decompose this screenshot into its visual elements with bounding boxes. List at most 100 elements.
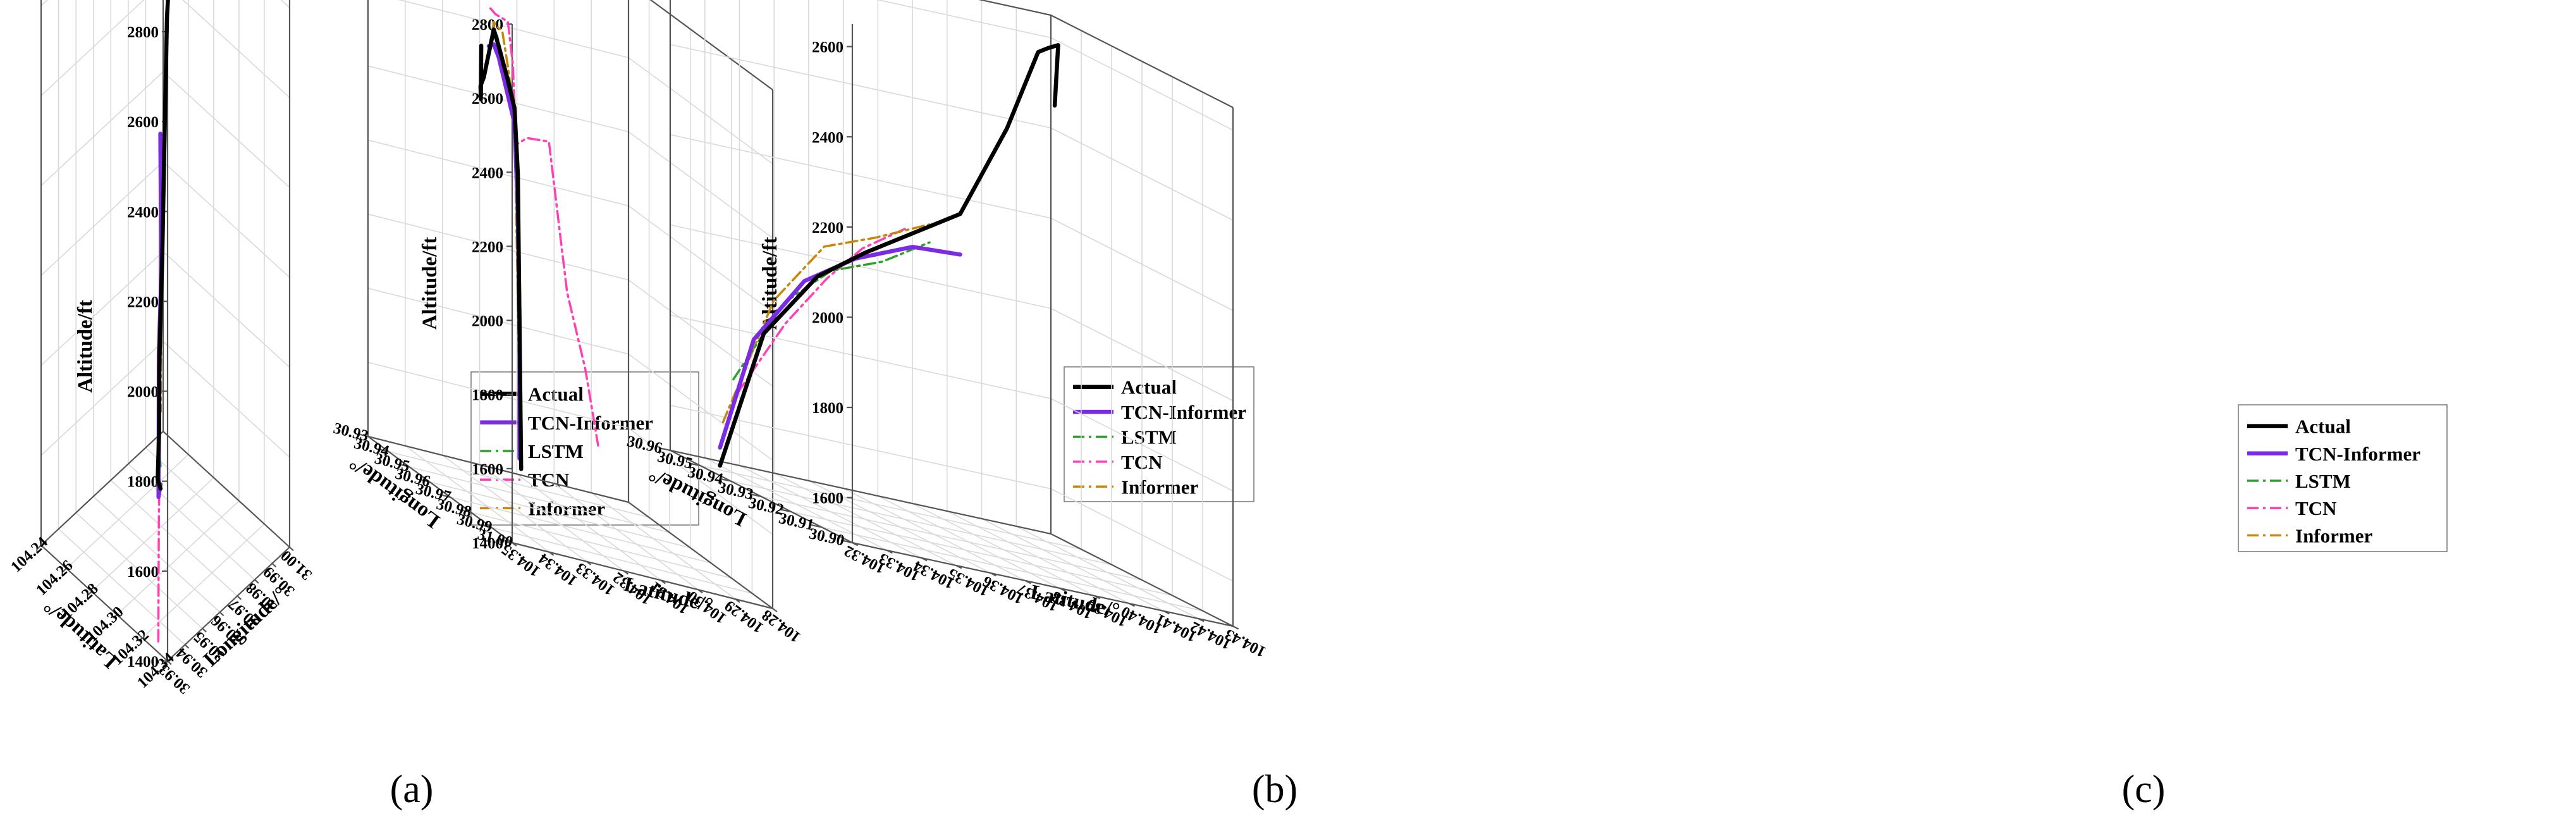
y-tick-mark (1163, 610, 1170, 615)
grid-line (66, 454, 189, 569)
grid-line (40, 71, 164, 187)
x-tick-mark (504, 540, 513, 544)
legend-box (1064, 366, 1254, 502)
grid-line (670, 314, 1052, 399)
y-tick-mark (772, 608, 778, 612)
axis-frame-edge (1050, 15, 1234, 108)
z-tick-label: 2600 (812, 39, 843, 56)
grid-line (40, 0, 48, 6)
x-tick-label: 30.91 (777, 510, 816, 534)
y-tick-mark (697, 589, 703, 594)
axis-frame-edge (367, 436, 513, 543)
z-tick-label: 1600 (127, 564, 159, 581)
grid-line (75, 512, 203, 629)
y-tick-mark (623, 570, 629, 575)
y-tick-label: 104.35 (498, 540, 543, 580)
grid-line (649, 0, 773, 90)
x-tick-mark (840, 539, 853, 544)
grid-line (367, 139, 629, 207)
y-tick-mark (886, 550, 893, 554)
y-tick-label: 104.33 (573, 559, 618, 599)
grid-line (516, 473, 661, 581)
grid-line (761, 496, 1143, 581)
z-tick-label: 2800 (127, 24, 159, 41)
y-tick-label: 104.29 (721, 596, 766, 636)
y-tick-mark (1198, 618, 1205, 622)
z-tick-label: 1400 (127, 653, 159, 670)
z-tick-label: 2000 (472, 313, 503, 330)
x-tick-label: 104.24 (8, 533, 51, 576)
z-tick-label: 1400 (472, 535, 503, 552)
x-tick-mark (163, 660, 168, 665)
y-tick-mark (1232, 626, 1239, 630)
y-tick-mark (512, 542, 517, 547)
z-tick-label: 2200 (812, 219, 843, 237)
panel-label: (a) (390, 768, 434, 811)
grid-line (367, 287, 629, 355)
axis-frame-edge (978, 0, 1052, 16)
grid-line (843, 488, 1026, 581)
grid-line (628, 131, 773, 238)
z-tick-label: 2600 (472, 90, 503, 108)
legend-entry-label: TCN (2295, 497, 2336, 519)
series-line-actual (718, 43, 1060, 468)
legend-entry-label: Actual (528, 383, 584, 405)
grid-line (40, 341, 164, 456)
legend-entry-label: Informer (528, 497, 605, 519)
x-tick-mark (138, 637, 143, 642)
series-line-tcn (737, 228, 906, 394)
x-tick-mark (810, 524, 823, 528)
z-tick-label: 2200 (472, 238, 503, 256)
grid-line (981, 518, 1164, 612)
x-tick-mark (780, 509, 792, 513)
grid-line (429, 481, 690, 548)
grid-line (40, 161, 164, 276)
z-tick-label: 2000 (812, 309, 843, 326)
grid-line (110, 479, 238, 596)
grid-line (58, 528, 186, 645)
x-tick-mark (749, 493, 762, 498)
grid-line (40, 0, 145, 96)
grid-line (142, 523, 265, 638)
grid-line (479, 464, 625, 572)
y-tick-mark (202, 627, 207, 633)
y-tick-mark (289, 547, 294, 552)
axis-frame-edge (40, 545, 168, 662)
x-tick-mark (380, 448, 389, 453)
grid-line (808, 480, 991, 574)
z-tick-label: 2600 (127, 114, 159, 131)
legend-entry-label: LSTM (2295, 470, 2351, 492)
grid-line (442, 455, 587, 562)
y-tick-mark (586, 560, 592, 565)
grid-line (388, 451, 649, 518)
axis-frame-edge (512, 541, 773, 610)
x-tick-mark (483, 524, 492, 529)
grid-line (670, 224, 1052, 309)
grid-line (912, 503, 1095, 596)
legend-entry-label: TCN-Informer (1121, 401, 1246, 423)
panel-label: (b) (1252, 768, 1297, 811)
y-tick-mark (549, 551, 555, 556)
axis-frame-edge (649, 0, 773, 90)
grid-line (408, 466, 670, 533)
y-tick-mark (254, 579, 259, 584)
z-tick-label: 2800 (472, 16, 503, 34)
grid-line (791, 511, 1173, 596)
axis-frame-edge (670, 449, 1052, 535)
grid-line (398, 0, 629, 58)
grid-line (628, 354, 773, 461)
y-tick-label: 104.43 (1222, 626, 1269, 660)
grid-line (553, 483, 699, 590)
series-line-informer (721, 223, 931, 424)
grid-line (163, 71, 290, 188)
y-tick-mark (990, 572, 997, 577)
grid-line (450, 497, 711, 564)
z-tick-label: 1600 (472, 461, 503, 478)
y-tick-label: 104.34 (536, 550, 581, 590)
y-tick-label: 104.28 (759, 606, 804, 646)
x-tick-mark (62, 567, 67, 572)
y-tick-mark (735, 598, 740, 603)
x-tick-mark (689, 462, 701, 467)
z-tick-label: 1600 (812, 490, 843, 507)
y-tick-mark (921, 557, 928, 562)
